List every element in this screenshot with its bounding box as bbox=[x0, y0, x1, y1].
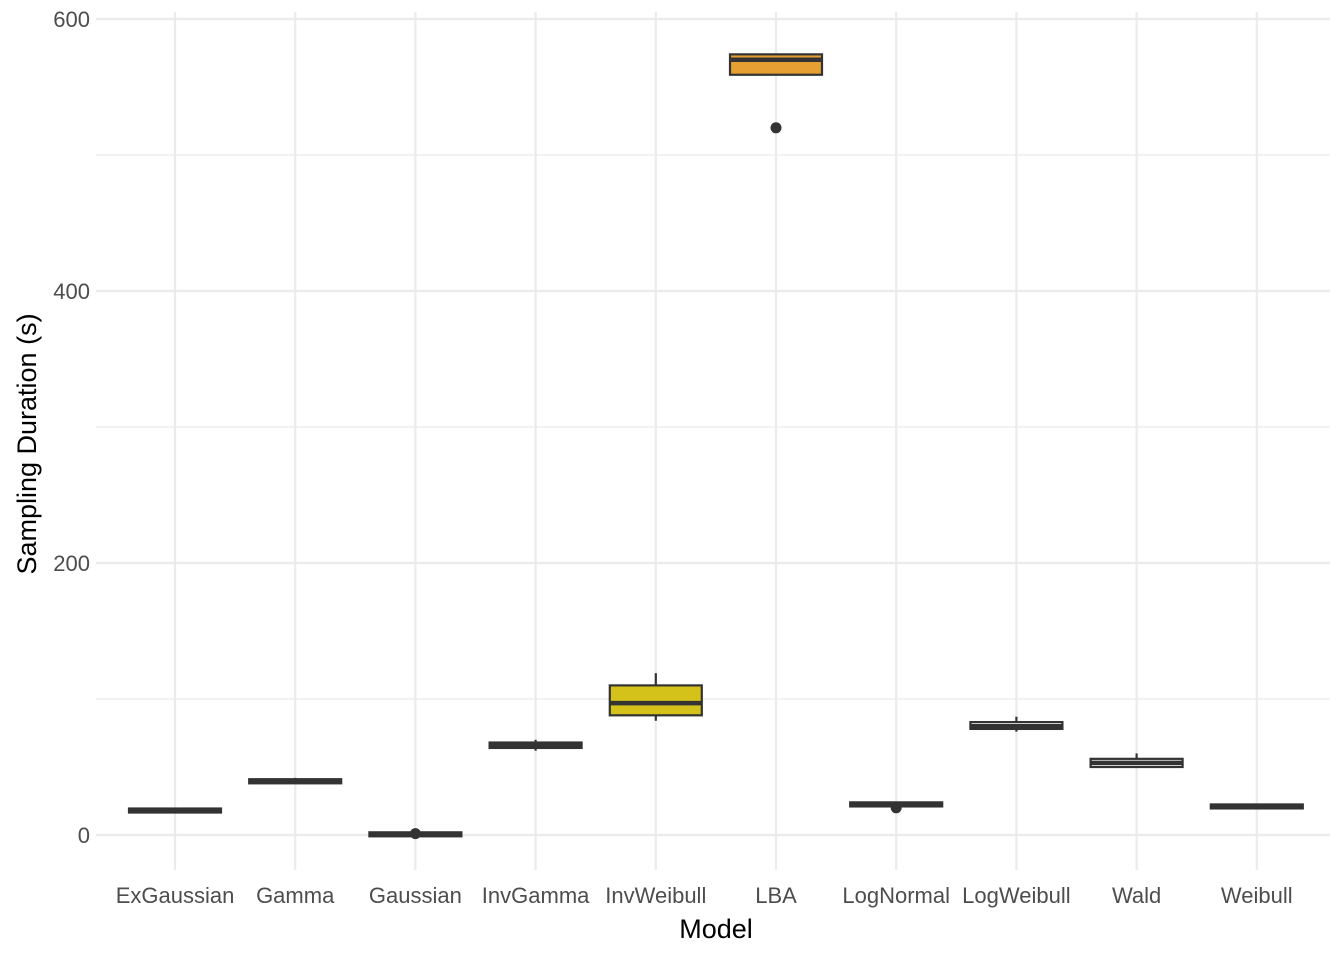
box-body bbox=[608, 684, 703, 717]
box-lba bbox=[728, 53, 824, 134]
box-invweibull bbox=[608, 673, 703, 721]
box-invgamma bbox=[488, 739, 583, 751]
box-weibull bbox=[1209, 803, 1304, 810]
x-tick-label: ExGaussian bbox=[116, 883, 235, 908]
outlier-point bbox=[409, 828, 421, 840]
box-gaussian bbox=[368, 828, 463, 840]
box-exgaussian bbox=[127, 807, 223, 814]
x-tick-label: Gaussian bbox=[369, 883, 462, 908]
y-tick-labels: 0 200 400 600 bbox=[53, 7, 90, 848]
x-tick-label: LogWeibull bbox=[962, 883, 1070, 908]
box-gamma bbox=[248, 777, 343, 785]
box-wald bbox=[1089, 753, 1184, 769]
x-tick-label: Wald bbox=[1112, 883, 1161, 908]
box-body bbox=[728, 53, 824, 76]
y-tick-label: 400 bbox=[53, 279, 90, 304]
x-tick-label: Weibull bbox=[1221, 883, 1293, 908]
box-layer bbox=[127, 53, 1304, 840]
x-tick-label: Gamma bbox=[256, 883, 335, 908]
outlier-point bbox=[890, 802, 902, 814]
y-tick-label: 0 bbox=[78, 823, 90, 848]
y-tick-label: 600 bbox=[53, 7, 90, 32]
x-tick-label: InvWeibull bbox=[605, 883, 706, 908]
outlier-point bbox=[770, 122, 782, 134]
y-axis-title: Sampling Duration (s) bbox=[12, 313, 42, 574]
x-tick-label: LogNormal bbox=[842, 883, 950, 908]
box-lognormal bbox=[849, 801, 944, 814]
x-tick-label: InvGamma bbox=[482, 883, 590, 908]
box-logweibull bbox=[969, 716, 1064, 732]
grid-layer bbox=[96, 12, 1330, 870]
y-tick-label: 200 bbox=[53, 551, 90, 576]
x-tick-labels: ExGaussian Gamma Gaussian InvGamma InvWeibul… bbox=[116, 883, 1293, 908]
x-axis-title: Model bbox=[679, 914, 753, 944]
x-tick-label: LBA bbox=[755, 883, 797, 908]
